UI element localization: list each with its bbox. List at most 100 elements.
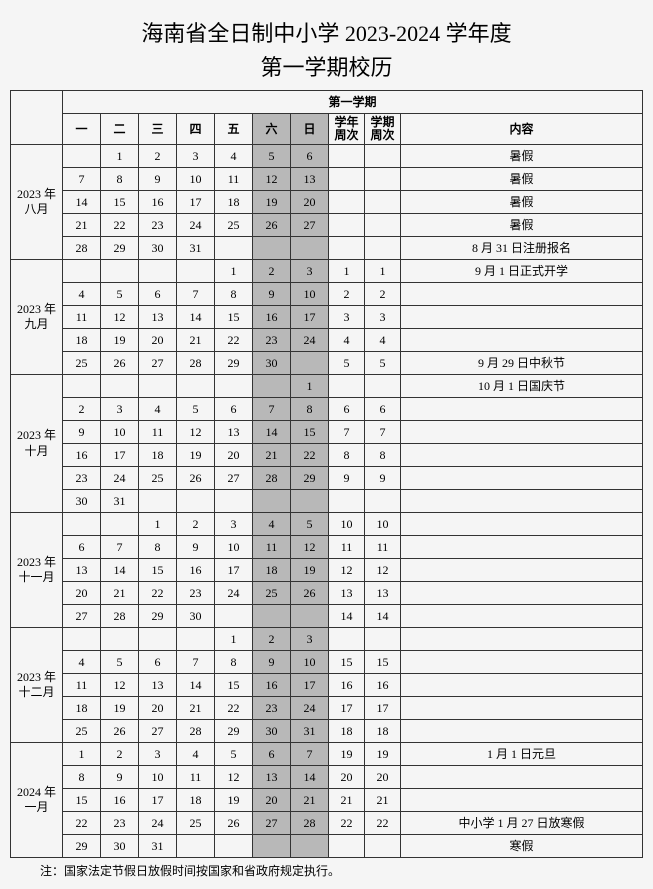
day-cell: 16 [101, 789, 139, 812]
day-cell: 13 [253, 766, 291, 789]
day-cell: 31 [101, 490, 139, 513]
year-week-cell [329, 628, 365, 651]
content-cell [401, 444, 643, 467]
content-cell [401, 605, 643, 628]
day-cell: 5 [101, 283, 139, 306]
day-cell: 8 [139, 536, 177, 559]
day-cell: 5 [253, 145, 291, 168]
content-cell: 暑假 [401, 214, 643, 237]
year-week-cell: 13 [329, 582, 365, 605]
content-cell [401, 582, 643, 605]
sem-week-cell: 15 [365, 651, 401, 674]
day-cell: 5 [177, 398, 215, 421]
day-cell: 25 [215, 214, 253, 237]
day-cell [177, 375, 215, 398]
content-cell: 10 月 1 日国庆节 [401, 375, 643, 398]
day-cell: 15 [63, 789, 101, 812]
day-cell: 7 [177, 283, 215, 306]
day-cell: 29 [101, 237, 139, 260]
day-cell: 11 [253, 536, 291, 559]
year-week-cell [329, 191, 365, 214]
day-cell: 3 [291, 628, 329, 651]
day-cell: 27 [63, 605, 101, 628]
day-cell: 23 [177, 582, 215, 605]
day-cell [139, 490, 177, 513]
year-week-cell: 3 [329, 306, 365, 329]
year-week-cell [329, 835, 365, 858]
day-cell: 1 [215, 260, 253, 283]
weekday-header: 一 [63, 114, 101, 145]
day-cell [177, 628, 215, 651]
table-row: 456789101515 [11, 651, 643, 674]
day-cell: 24 [177, 214, 215, 237]
table-row: 2324252627282999 [11, 467, 643, 490]
day-cell: 10 [291, 283, 329, 306]
day-cell: 28 [101, 605, 139, 628]
day-cell: 4 [63, 651, 101, 674]
day-cell: 15 [291, 421, 329, 444]
sem-week-cell: 8 [365, 444, 401, 467]
sem-week-cell: 2 [365, 283, 401, 306]
day-cell: 12 [253, 168, 291, 191]
year-week-cell: 15 [329, 651, 365, 674]
day-cell: 27 [215, 467, 253, 490]
year-week-cell: 20 [329, 766, 365, 789]
day-cell: 17 [139, 789, 177, 812]
day-cell: 4 [253, 513, 291, 536]
day-cell: 21 [177, 329, 215, 352]
day-cell: 16 [139, 191, 177, 214]
day-cell: 18 [63, 697, 101, 720]
day-cell: 20 [139, 697, 177, 720]
day-cell: 25 [63, 720, 101, 743]
weekday-header: 五 [215, 114, 253, 145]
sem-week-cell: 1 [365, 260, 401, 283]
sem-week-cell: 4 [365, 329, 401, 352]
day-cell: 31 [177, 237, 215, 260]
day-cell: 9 [177, 536, 215, 559]
day-cell: 18 [139, 444, 177, 467]
table-row: 1617181920212288 [11, 444, 643, 467]
sem-week-cell: 10 [365, 513, 401, 536]
day-cell: 28 [177, 720, 215, 743]
content-cell [401, 720, 643, 743]
day-cell: 26 [253, 214, 291, 237]
sem-week-cell: 9 [365, 467, 401, 490]
day-cell: 30 [253, 720, 291, 743]
day-cell: 30 [101, 835, 139, 858]
day-cell: 10 [215, 536, 253, 559]
day-cell: 13 [291, 168, 329, 191]
content-cell [401, 674, 643, 697]
table-row: 252627282930559 月 29 日中秋节 [11, 352, 643, 375]
day-cell: 11 [63, 306, 101, 329]
day-cell: 30 [63, 490, 101, 513]
table-row: 131415161718191212 [11, 559, 643, 582]
day-cell: 14 [101, 559, 139, 582]
content-cell [401, 421, 643, 444]
day-cell: 29 [63, 835, 101, 858]
sem-week-cell: 5 [365, 352, 401, 375]
table-row: 151617181920212121 [11, 789, 643, 812]
day-cell: 21 [177, 697, 215, 720]
year-week-cell: 1 [329, 260, 365, 283]
year-week-cell: 9 [329, 467, 365, 490]
day-cell: 30 [253, 352, 291, 375]
day-cell: 19 [291, 559, 329, 582]
day-cell [215, 490, 253, 513]
table-row: 272829301414 [11, 605, 643, 628]
day-cell [291, 835, 329, 858]
day-cell [253, 835, 291, 858]
month-cell: 2023 年八月 [11, 145, 63, 260]
day-cell: 3 [101, 398, 139, 421]
day-cell: 13 [63, 559, 101, 582]
table-row: 293031寒假 [11, 835, 643, 858]
day-cell [215, 605, 253, 628]
day-cell: 21 [291, 789, 329, 812]
sem-week-cell [365, 214, 401, 237]
table-row: 8910111213142020 [11, 766, 643, 789]
day-cell: 5 [101, 651, 139, 674]
table-row: 2023 年十月110 月 1 日国庆节 [11, 375, 643, 398]
day-cell: 24 [291, 329, 329, 352]
sem-week-cell [365, 191, 401, 214]
day-cell: 4 [63, 283, 101, 306]
day-cell: 6 [63, 536, 101, 559]
